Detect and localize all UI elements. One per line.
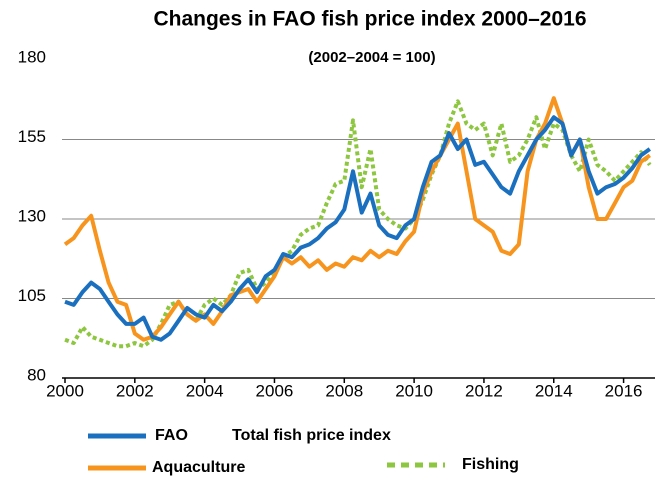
x-tick-label: 2012 [465,381,503,400]
legend-label: Aquaculture [152,459,245,476]
x-tick-label: 2010 [395,381,433,400]
y-tick-label: 155 [18,127,46,146]
y-tick-label: 80 [27,365,46,384]
x-tick-label: 2000 [46,381,84,400]
x-tick-label: 2004 [186,381,224,400]
y-tick-label: 180 [18,47,46,66]
series-line [64,115,651,342]
series-line [63,96,651,342]
series-line [64,99,652,349]
chart-subtitle: (2002–2004 = 100) [308,49,435,66]
y-tick-label: 105 [18,286,46,305]
x-tick-label: 2008 [325,381,363,400]
x-tick-label: 2014 [535,381,573,400]
x-tick-label: 2002 [116,381,154,400]
y-tick-label: 130 [18,206,46,225]
chart-title: Changes in FAO fish price index 2000–201… [153,8,586,31]
legend-label: Fishing [462,456,519,473]
x-tick-label: 2016 [605,381,643,400]
legend-note: Total fish price index [232,427,391,444]
x-tick-label: 2006 [256,381,294,400]
legend-label: FAO [155,427,188,444]
